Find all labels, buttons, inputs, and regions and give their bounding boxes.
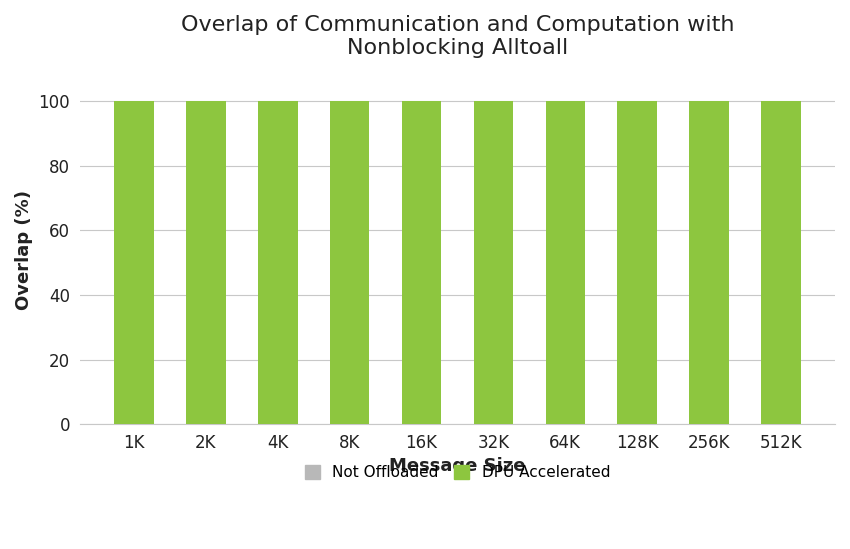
Bar bbox=[617, 101, 657, 424]
Bar bbox=[402, 101, 441, 424]
Bar bbox=[258, 101, 297, 424]
Bar bbox=[330, 101, 370, 424]
Bar bbox=[330, 101, 370, 424]
Bar bbox=[761, 101, 801, 424]
X-axis label: Message Size: Message Size bbox=[389, 457, 525, 475]
Bar bbox=[402, 101, 441, 424]
Bar bbox=[186, 101, 225, 424]
Bar bbox=[258, 101, 297, 424]
Legend: Not Offloaded, DPU Accelerated: Not Offloaded, DPU Accelerated bbox=[298, 459, 616, 486]
Bar bbox=[617, 101, 657, 424]
Bar bbox=[689, 101, 728, 424]
Bar bbox=[546, 101, 585, 424]
Bar bbox=[114, 101, 154, 424]
Bar bbox=[473, 101, 513, 424]
Bar bbox=[114, 101, 154, 424]
Bar bbox=[546, 101, 585, 424]
Bar bbox=[689, 101, 728, 424]
Title: Overlap of Communication and Computation with
Nonblocking Alltoall: Overlap of Communication and Computation… bbox=[181, 15, 734, 58]
Y-axis label: Overlap (%): Overlap (%) bbox=[15, 189, 33, 310]
Bar bbox=[761, 101, 801, 424]
Bar bbox=[186, 101, 225, 424]
Bar bbox=[473, 101, 513, 424]
